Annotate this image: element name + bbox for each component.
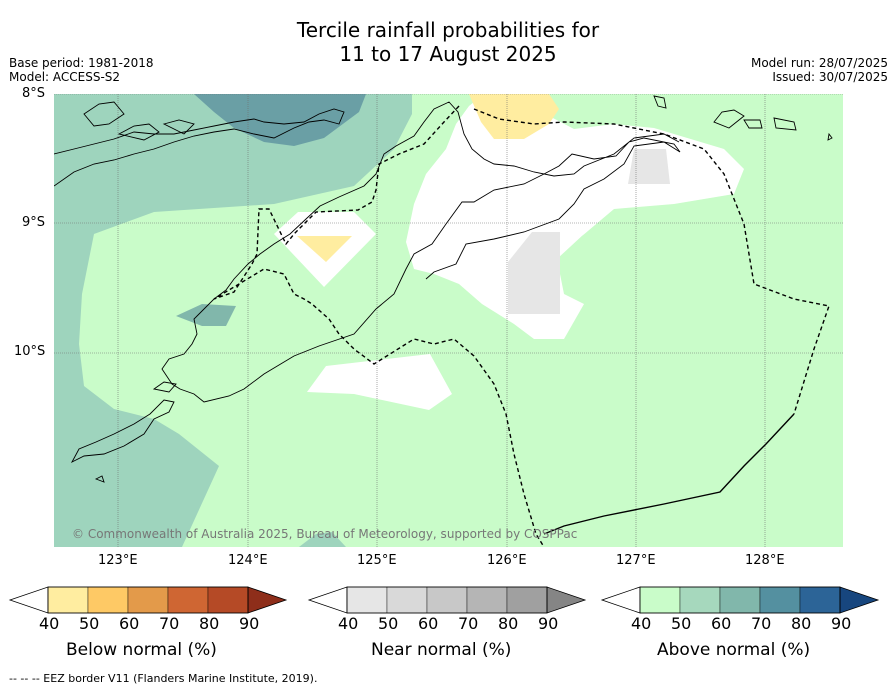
below-normal-segment: [47, 586, 89, 614]
near-normal-arrow-high: [546, 586, 587, 614]
fill-near-40-50-b: [628, 149, 670, 184]
eez-border: [213, 105, 545, 547]
below-normal-tick-label: 50: [79, 614, 100, 633]
coastline-timor: [161, 101, 681, 403]
above-normal-segment: [639, 586, 681, 614]
eez-border-southeast: [543, 413, 795, 535]
above-normal-arrow-high: [839, 586, 880, 614]
above-normal-tick-label: 70: [751, 614, 772, 633]
coastline-small-islands: [94, 381, 177, 483]
fill-above-70-80: [194, 94, 366, 146]
colorbar-label-above: Above normal (%): [657, 640, 811, 660]
near-normal-tick-label: 80: [498, 614, 519, 633]
fill-above-50-60-south: [299, 532, 346, 547]
near-normal-segment: [506, 586, 548, 614]
coastline-east-islands: [653, 95, 833, 141]
above-normal-tick-label: 60: [711, 614, 732, 633]
gridlines: [54, 94, 843, 547]
fill-above-50-60-west: [54, 94, 412, 547]
near-normal-tick-label: 90: [538, 614, 559, 633]
below-normal-tick-label: 70: [159, 614, 180, 633]
above-normal-tick-label: 40: [631, 614, 652, 633]
fill-near-40-50-a: [508, 232, 560, 314]
base-period-text: Base period: 1981-2018: [9, 56, 154, 70]
above-normal-tick-label: 50: [671, 614, 692, 633]
above-normal-tick-label: 90: [831, 614, 852, 633]
lon-label-127e: 127°E: [616, 553, 656, 568]
model-text: Model: ACCESS-S2: [9, 70, 121, 84]
copyright-text: © Commonwealth of Australia 2025, Bureau…: [72, 527, 577, 541]
fill-below-40-50-b: [297, 236, 352, 262]
below-normal-tick-label: 60: [119, 614, 140, 633]
above-normal-segment: [759, 586, 801, 614]
fill-below-40-50-a: [469, 94, 559, 139]
colorbar-label-near: Near normal (%): [371, 640, 512, 660]
below-normal-tick-label: 80: [199, 614, 220, 633]
coastline-north-islands: [54, 108, 345, 187]
near-normal-tick-label: 70: [458, 614, 479, 633]
map-title-line1: Tercile rainfall probabilities for: [296, 18, 600, 42]
above-normal-segment: [799, 586, 841, 614]
meta-right: Model run: 28/07/2025 Issued: 30/07/2025: [751, 56, 888, 84]
near-normal-segment: [426, 586, 468, 614]
below-normal-arrow-high: [247, 586, 288, 614]
fill-above-60-70-patch: [176, 304, 236, 326]
near-normal-outline: [346, 586, 548, 614]
colorbars: [8, 586, 880, 614]
coastline-sawu: [70, 399, 175, 464]
below-normal-tick-label: 90: [239, 614, 260, 633]
map-canvas: © Commonwealth of Australia 2025, Bureau…: [54, 94, 843, 547]
lat-label-8s: 8°S: [22, 86, 46, 101]
near-normal-tick-label: 40: [338, 614, 359, 633]
near-normal-segment: [346, 586, 388, 614]
lon-label-126e: 126°E: [487, 553, 527, 568]
near-normal-tick-label: 50: [378, 614, 399, 633]
below-normal-segment: [87, 586, 129, 614]
near-normal-tick-label: 60: [418, 614, 439, 633]
above-normal-arrow-low: [600, 586, 641, 614]
map-title: Tercile rainfall probabilities for 11 to…: [0, 18, 896, 66]
near-normal-segment: [386, 586, 428, 614]
lat-label-10s: 10°S: [14, 344, 46, 359]
issued-text: Issued: 30/07/2025: [772, 70, 888, 84]
meta-left: Base period: 1981-2018 Model: ACCESS-S2: [9, 56, 154, 84]
colorbar-label-below: Below normal (%): [66, 640, 217, 660]
near-normal-arrow-low: [307, 586, 348, 614]
lon-label-125e: 125°E: [357, 553, 397, 568]
model-run-text: Model run: 28/07/2025: [750, 56, 888, 70]
near-normal-segment: [466, 586, 508, 614]
below-normal-outline: [47, 586, 249, 614]
above-normal-outline: [639, 586, 841, 614]
lat-label-9s: 9°S: [22, 215, 46, 230]
above-normal-segment: [679, 586, 721, 614]
below-normal-segment: [127, 586, 169, 614]
coastline-islands-top-left: [83, 101, 195, 141]
below-normal-segment: [207, 586, 249, 614]
above-normal-segment: [719, 586, 761, 614]
below-normal-arrow-low: [8, 586, 49, 614]
below-normal-tick-label: 40: [39, 614, 60, 633]
lon-label-123e: 123°E: [98, 553, 138, 568]
below-normal-segment: [167, 586, 209, 614]
eez-border-east: [473, 108, 830, 415]
lon-label-124e: 124°E: [228, 553, 268, 568]
coastlines: [54, 95, 833, 483]
eez-footnote: -- -- -- EEZ border V11 (Flanders Marine…: [9, 672, 318, 685]
fill-white-south: [307, 354, 452, 410]
lon-label-128e: 128°E: [745, 553, 785, 568]
above-normal-tick-label: 80: [791, 614, 812, 633]
map-title-line2: 11 to 17 August 2025: [339, 42, 557, 66]
